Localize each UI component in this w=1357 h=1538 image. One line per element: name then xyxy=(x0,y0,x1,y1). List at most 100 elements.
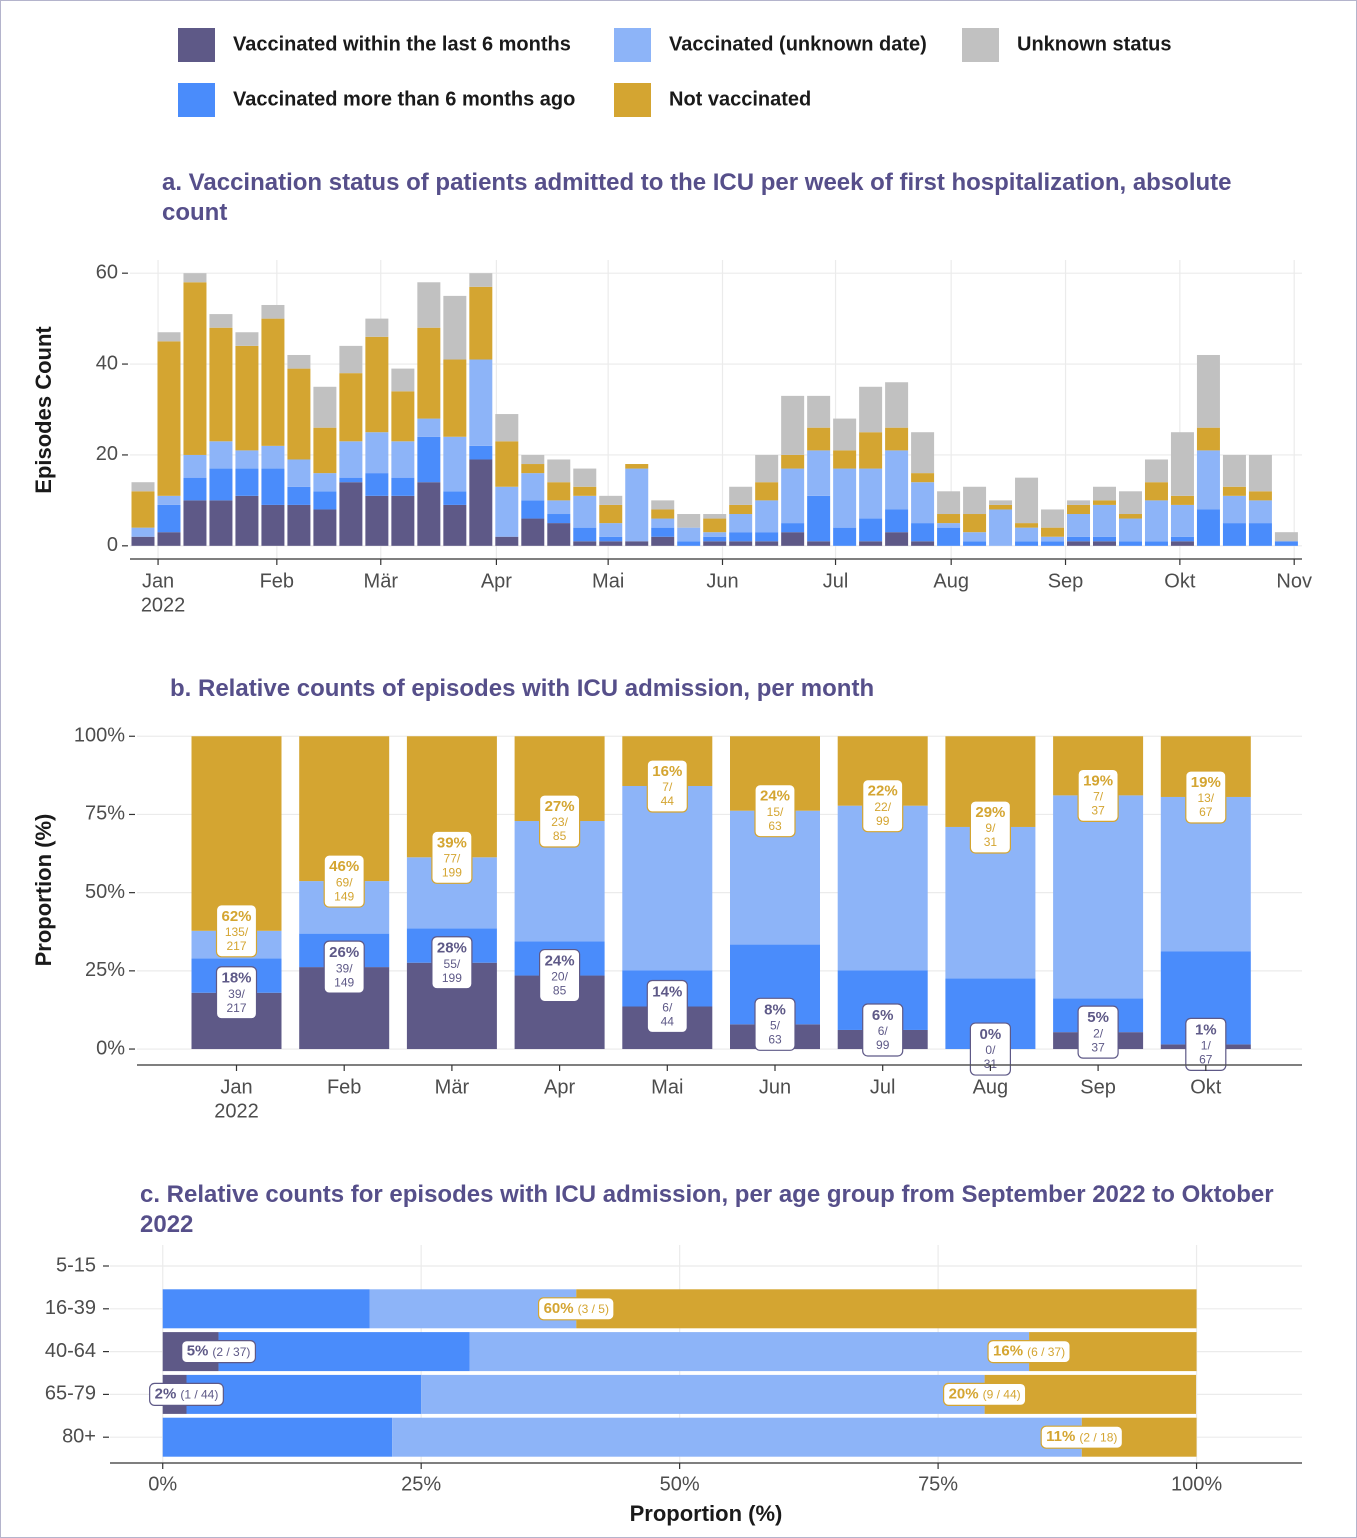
data-label: 27% xyxy=(545,798,575,815)
data-label-box xyxy=(1185,770,1227,824)
bar-segment xyxy=(235,468,259,496)
x-tick-label: Mai xyxy=(651,1076,683,1098)
x-tick-label: Apr xyxy=(544,1076,575,1098)
bar-segment xyxy=(313,473,337,492)
data-label-box xyxy=(646,759,688,813)
bar-segment xyxy=(235,495,259,546)
data-label: 16% xyxy=(993,1343,1023,1360)
bar-segment xyxy=(989,509,1013,546)
bar-segment xyxy=(391,495,415,546)
y-tick-label: 20 xyxy=(96,443,118,465)
data-label-box xyxy=(538,794,581,848)
x-tick-label: Okt xyxy=(1190,1076,1222,1098)
data-label: 15/ xyxy=(767,805,784,819)
data-label-box xyxy=(537,1297,615,1321)
x-tick-label: Mai xyxy=(592,570,624,592)
bar-segment xyxy=(859,432,883,469)
bar-segment xyxy=(183,500,207,546)
data-label: 44 xyxy=(661,794,675,808)
data-label: 8% xyxy=(764,1001,786,1018)
bar-segment xyxy=(729,532,753,542)
bar-segment xyxy=(443,491,467,505)
bar-segment xyxy=(573,527,597,542)
bar-segment xyxy=(1248,491,1272,501)
bar-segment xyxy=(495,486,519,537)
data-label: 217 xyxy=(226,1001,246,1015)
bar-segment xyxy=(651,527,675,537)
y-tick-label: 60 xyxy=(96,261,118,283)
bar-segment xyxy=(391,441,415,478)
legend-swatch xyxy=(178,83,215,117)
bar-segment xyxy=(937,523,961,528)
data-label: 28% xyxy=(437,940,467,957)
x-tick-label: Sep xyxy=(1080,1076,1116,1098)
data-label: 67 xyxy=(1199,1053,1213,1067)
bar-segment xyxy=(469,459,493,546)
chart-title: b. Relative counts of episodes with ICU … xyxy=(170,675,875,702)
bar-segment xyxy=(911,473,935,483)
bar-segment xyxy=(1041,509,1065,528)
data-label: (6 / 37) xyxy=(1027,1345,1065,1359)
bar-segment xyxy=(625,468,649,542)
data-label: 24% xyxy=(545,953,575,970)
data-label: 9/ xyxy=(985,821,996,835)
x-tick-label: Aug xyxy=(933,570,969,592)
data-label: 55/ xyxy=(444,957,461,971)
bar-segment xyxy=(781,468,805,524)
bar-segment xyxy=(677,527,701,542)
data-label: 20% xyxy=(949,1385,979,1402)
bar-segment xyxy=(162,1417,393,1457)
bar-segment xyxy=(261,445,285,469)
bar-segment xyxy=(235,450,259,469)
bar-segment xyxy=(1118,491,1142,515)
bar-segment xyxy=(157,504,181,533)
data-label: 31 xyxy=(984,1057,998,1071)
bar-segment xyxy=(1248,454,1272,492)
bar-segment xyxy=(1170,495,1194,505)
bar-segment xyxy=(729,504,753,515)
bar-segment xyxy=(521,454,545,465)
bar-segment xyxy=(417,436,441,483)
bar-segment xyxy=(651,509,675,519)
bar-segment xyxy=(209,314,233,328)
bar-segment xyxy=(495,536,519,546)
data-label: (2 / 18) xyxy=(1079,1430,1117,1444)
bar-segment xyxy=(417,418,441,437)
bar-segment xyxy=(1041,527,1065,537)
bar-segment xyxy=(391,391,415,442)
data-label: 44 xyxy=(661,1015,675,1029)
bar-segment xyxy=(807,427,831,451)
bar-segment xyxy=(703,536,727,542)
data-label-box xyxy=(754,997,796,1051)
bar-segment xyxy=(157,332,181,342)
bar-segment xyxy=(651,500,675,510)
legend-label: Vaccinated within the last 6 months xyxy=(233,33,571,55)
data-label: 13/ xyxy=(1197,791,1214,805)
data-label: 99 xyxy=(876,814,890,828)
data-label: 199 xyxy=(442,971,462,985)
bar-segment xyxy=(469,1332,1030,1372)
bar-segment xyxy=(392,1417,1082,1457)
data-label: 7/ xyxy=(1093,790,1104,804)
data-label: 18% xyxy=(221,970,251,987)
bar-segment xyxy=(235,345,259,451)
bar-segment xyxy=(421,1374,985,1414)
x-tick-label: Mär xyxy=(364,570,399,592)
data-label-box xyxy=(862,779,904,833)
bar-segment xyxy=(833,527,857,546)
y-tick-label: 65-79 xyxy=(45,1383,96,1405)
bar-segment xyxy=(261,304,285,319)
bar-segment xyxy=(209,327,233,442)
x-tick-label: Jun xyxy=(706,570,738,592)
data-label: (9 / 44) xyxy=(983,1388,1021,1402)
bar-segment xyxy=(469,273,493,287)
bar-segment xyxy=(365,473,389,496)
x-tick-label: 0% xyxy=(148,1473,177,1495)
bar-segment xyxy=(963,532,987,542)
bar-segment xyxy=(1015,541,1039,546)
legend-swatch xyxy=(614,28,651,62)
bar-segment xyxy=(1118,541,1142,546)
y-tick-label: 5-15 xyxy=(56,1254,96,1276)
x-year-label: 2022 xyxy=(214,1100,259,1122)
